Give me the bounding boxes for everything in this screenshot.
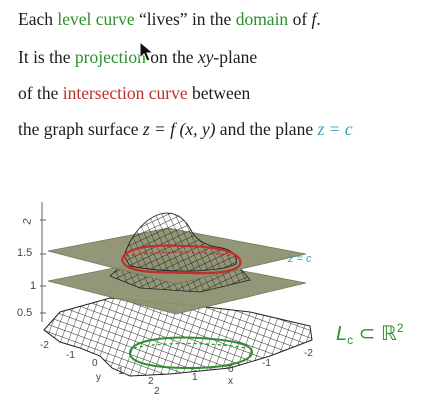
text-segment: between bbox=[187, 83, 251, 103]
plane-equation: z = c bbox=[317, 119, 353, 139]
text-segment: “lives” in the bbox=[134, 9, 236, 29]
intersection-curve-back bbox=[125, 251, 237, 257]
level-curve-term: level curve bbox=[57, 9, 135, 29]
function-symbol: f bbox=[311, 9, 317, 29]
text-line-3: of the intersection curve between bbox=[18, 83, 250, 104]
text-segment: the graph surface bbox=[18, 119, 143, 139]
y-tick-label: -2 bbox=[40, 340, 49, 351]
level-set-L: L bbox=[336, 323, 347, 345]
surface-peak bbox=[123, 212, 237, 272]
text-segment: on the bbox=[145, 47, 198, 67]
y-tick-label: 0 bbox=[92, 358, 98, 369]
text-segment: . bbox=[316, 9, 321, 29]
x-tick-label: 1 bbox=[192, 372, 198, 383]
xy-symbol: xy bbox=[197, 47, 214, 67]
x-axis-label: x bbox=[228, 376, 233, 387]
projection-term: projection bbox=[74, 47, 146, 67]
text-line-4: the graph surface z = f (x, y) and the p… bbox=[18, 119, 353, 140]
x-tick-label: 0 bbox=[228, 364, 234, 375]
level-set-superscript: 2 bbox=[397, 321, 404, 335]
z-tick-label: 1 bbox=[30, 280, 36, 292]
text-line-2: It is the projection on the xy-plane bbox=[18, 47, 257, 68]
z-tick-label: 1.5 bbox=[17, 247, 32, 259]
text-line-1: Each level curve “lives” in the domain o… bbox=[18, 9, 321, 30]
plane-label: z = c bbox=[287, 253, 312, 265]
y-tick-label: 1 bbox=[118, 366, 124, 377]
graph-equation: z = f (x, y) bbox=[142, 119, 216, 139]
text-segment: of the bbox=[18, 83, 63, 103]
z-tick-label: 0.5 bbox=[17, 307, 32, 319]
text-segment: and the plane bbox=[215, 119, 318, 139]
x-tick-label: -1 bbox=[262, 358, 271, 369]
surface-plot: 2 1.5 1 0.5 z = c -2 -1 0 1 2 y 2 1 0 - bbox=[17, 202, 404, 397]
text-segment: Each bbox=[18, 9, 58, 29]
x-tick-label: -2 bbox=[304, 348, 313, 359]
y-axis-label: y bbox=[96, 372, 101, 383]
domain-term: domain bbox=[235, 9, 289, 29]
intersection-curve bbox=[120, 244, 242, 275]
intersection-curve-term: intersection curve bbox=[62, 83, 188, 103]
text-segment: It is the bbox=[18, 47, 75, 67]
text-segment: of bbox=[288, 9, 312, 29]
level-set-subset-R: ⊂ ℝ bbox=[353, 323, 397, 345]
z-axis-ticks bbox=[40, 219, 46, 314]
z-tick-label: 2 bbox=[21, 217, 34, 225]
x-tick-label: 2 bbox=[154, 386, 160, 397]
mouse-pointer-icon bbox=[139, 41, 155, 62]
level-set-label: Lc ⊂ ℝ2 bbox=[336, 321, 404, 347]
level-curve bbox=[129, 336, 254, 370]
text-segment: -plane bbox=[213, 47, 258, 67]
y-tick-label: 2 bbox=[148, 376, 154, 387]
level-set-subscript: c bbox=[347, 333, 353, 347]
y-tick-label: -1 bbox=[66, 350, 75, 361]
